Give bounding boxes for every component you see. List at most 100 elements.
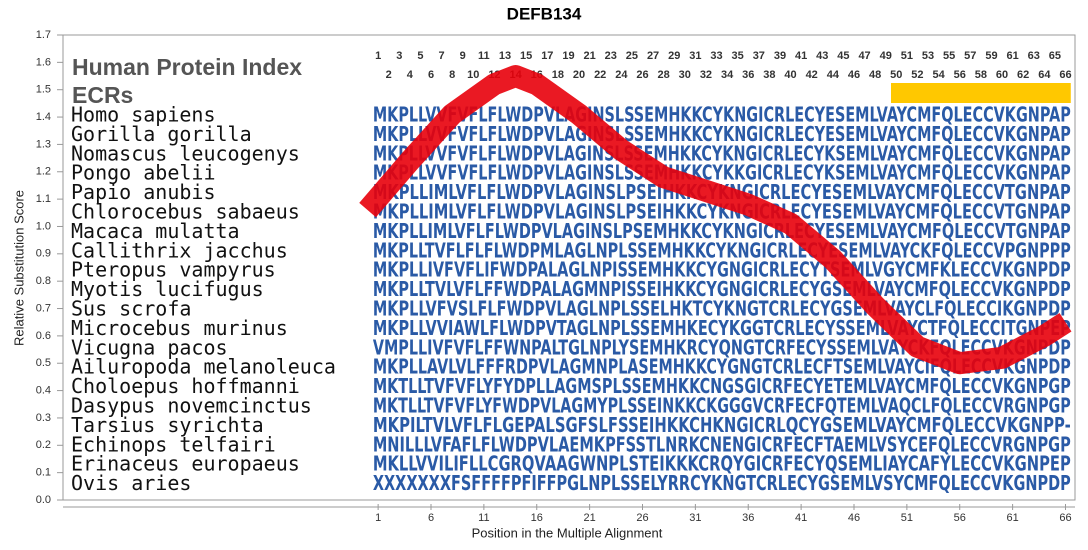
ecr-label: ECRs bbox=[72, 82, 133, 108]
position-number: 17 bbox=[541, 50, 553, 62]
y-tick-label: 1.4 bbox=[36, 111, 51, 123]
sequence: MKPILTVLVFLFLGEPALSGFSLFSSEIHKKCHKNGICRL… bbox=[373, 413, 1071, 437]
position-number: 53 bbox=[922, 50, 934, 62]
position-number: 55 bbox=[943, 50, 955, 62]
position-number: 18 bbox=[552, 69, 564, 81]
y-tick-label: 1.6 bbox=[36, 56, 51, 68]
x-tick-label: 21 bbox=[583, 512, 595, 524]
position-number: 58 bbox=[975, 69, 987, 81]
position-number: 66 bbox=[1059, 69, 1071, 81]
position-number: 49 bbox=[880, 50, 892, 62]
species-name: Pteropus vampyrus bbox=[71, 258, 276, 282]
x-tick-label: 1 bbox=[375, 512, 381, 524]
species-name: Vicugna pacos bbox=[71, 335, 228, 359]
position-number: 21 bbox=[583, 50, 595, 62]
species-name: Choloepus hoffmanni bbox=[71, 374, 300, 398]
position-number: 63 bbox=[1028, 50, 1040, 62]
species-name: Erinaceus europaeus bbox=[71, 452, 300, 476]
y-tick-label: 1.0 bbox=[36, 220, 51, 232]
species-name: Tarsius syrichta bbox=[71, 413, 264, 437]
sequence: MNILLLVFAFLFLWDPVLAEMKPFSSTLNRKCNENGICRF… bbox=[373, 432, 1071, 456]
position-number: 44 bbox=[827, 69, 840, 81]
position-number: 24 bbox=[615, 69, 628, 81]
position-number: 64 bbox=[1038, 69, 1051, 81]
y-tick-label: 0.4 bbox=[36, 384, 51, 396]
position-number: 38 bbox=[763, 69, 775, 81]
sequence: MKPLLIMLVFLFLWDPVLAGINSLPSEMHKKCYKNGICRL… bbox=[373, 219, 1071, 243]
y-tick-label: 1.3 bbox=[36, 138, 51, 150]
heading: Human Protein Index bbox=[72, 54, 302, 80]
species-name: Echinops telfairi bbox=[71, 432, 276, 456]
position-number: 2 bbox=[386, 69, 392, 81]
position-number: 29 bbox=[668, 50, 680, 62]
sequence: MKPLLVVFVFLFLWDPVLAGINSLSSEMHKKCYKNGICRL… bbox=[373, 103, 1071, 127]
x-tick-label: 41 bbox=[795, 512, 807, 524]
position-number: 19 bbox=[562, 50, 574, 62]
x-tick-label: 46 bbox=[848, 512, 860, 524]
ecr-bar bbox=[891, 83, 1071, 103]
y-tick-label: 0.3 bbox=[36, 412, 51, 424]
species-name: Gorilla gorilla bbox=[71, 122, 252, 146]
species-name: Microcebus murinus bbox=[71, 316, 288, 340]
position-number: 42 bbox=[806, 69, 818, 81]
y-tick-label: 0.1 bbox=[36, 467, 51, 479]
x-tick-label: 66 bbox=[1059, 512, 1071, 524]
y-tick-label: 1.1 bbox=[36, 193, 51, 205]
position-number: 9 bbox=[460, 50, 466, 62]
score-line bbox=[359, 65, 1072, 375]
position-number: 59 bbox=[985, 50, 997, 62]
x-tick-label: 11 bbox=[478, 512, 489, 524]
position-number: 30 bbox=[679, 69, 691, 81]
position-number: 13 bbox=[499, 50, 511, 62]
species-name: Ailuropoda melanoleuca bbox=[71, 355, 336, 379]
position-number: 40 bbox=[784, 69, 796, 81]
y-tick-label: 0.8 bbox=[36, 275, 51, 287]
position-number: 33 bbox=[710, 50, 722, 62]
position-number: 11 bbox=[478, 50, 490, 62]
sequence: MKPLLTVLVFLFFWDPALAGMNPISSEIHKKCYGNGICRL… bbox=[373, 277, 1071, 301]
y-axis-label: Relative Substitution Score bbox=[11, 190, 26, 346]
position-number: 8 bbox=[449, 69, 455, 81]
x-tick-label: 36 bbox=[742, 512, 754, 524]
position-number: 6 bbox=[428, 69, 434, 81]
species-name: Sus scrofa bbox=[71, 297, 191, 321]
position-number: 45 bbox=[837, 50, 849, 62]
position-number: 50 bbox=[890, 69, 902, 81]
position-number: 34 bbox=[721, 69, 734, 81]
position-number: 36 bbox=[742, 69, 754, 81]
x-tick-label: 16 bbox=[531, 512, 543, 524]
position-number: 48 bbox=[869, 69, 881, 81]
position-number: 22 bbox=[594, 69, 606, 81]
species-name: Macaca mulatta bbox=[71, 219, 240, 243]
position-number: 31 bbox=[689, 50, 701, 62]
position-number: 26 bbox=[636, 69, 648, 81]
position-number: 15 bbox=[520, 50, 532, 62]
species-name: Chlorocebus sabaeus bbox=[71, 200, 300, 224]
species-name: Papio anubis bbox=[71, 180, 216, 204]
y-tick-label: 0.5 bbox=[36, 357, 51, 369]
position-number: 39 bbox=[774, 50, 786, 62]
position-number: 62 bbox=[1017, 69, 1029, 81]
position-number: 32 bbox=[700, 69, 712, 81]
sequence: MKPLLIVFVFLIFWDPALAGLNPISSEMHKKCYGNGICRL… bbox=[373, 258, 1071, 282]
position-number: 10 bbox=[467, 69, 479, 81]
species-name: Pongo abelii bbox=[71, 161, 216, 185]
sequence: MKPLLVVFVFLFLWDPVLAGINSLSSEMHKKCYKNGICRL… bbox=[373, 122, 1071, 146]
position-number: 43 bbox=[816, 50, 828, 62]
position-number: 57 bbox=[964, 50, 976, 62]
position-number: 25 bbox=[626, 50, 638, 62]
species-name: Dasypus novemcinctus bbox=[71, 394, 312, 418]
position-number: 46 bbox=[848, 69, 860, 81]
position-number: 35 bbox=[732, 50, 744, 62]
species-name: Nomascus leucogenys bbox=[71, 141, 300, 165]
y-tick-label: 0.9 bbox=[36, 248, 51, 260]
x-tick-label: 26 bbox=[636, 512, 648, 524]
species-name: Homo sapiens bbox=[71, 103, 216, 127]
y-tick-label: 0.2 bbox=[36, 439, 51, 451]
x-tick-label: 56 bbox=[954, 512, 966, 524]
x-tick-label: 31 bbox=[689, 512, 701, 524]
position-number: 4 bbox=[407, 69, 414, 81]
y-tick-label: 1.5 bbox=[36, 84, 51, 96]
y-tick-label: 0.0 bbox=[36, 494, 51, 506]
position-number: 3 bbox=[396, 50, 402, 62]
